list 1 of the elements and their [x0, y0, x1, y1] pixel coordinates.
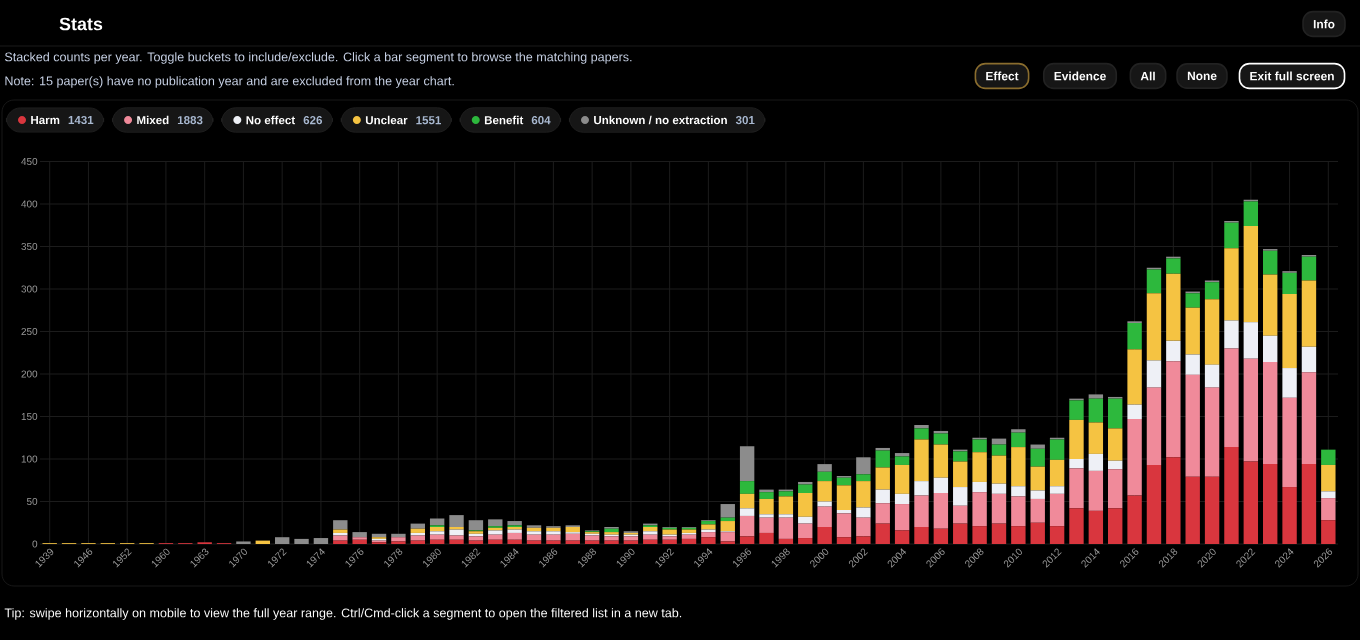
chart-title: Stats: [59, 17, 103, 31]
